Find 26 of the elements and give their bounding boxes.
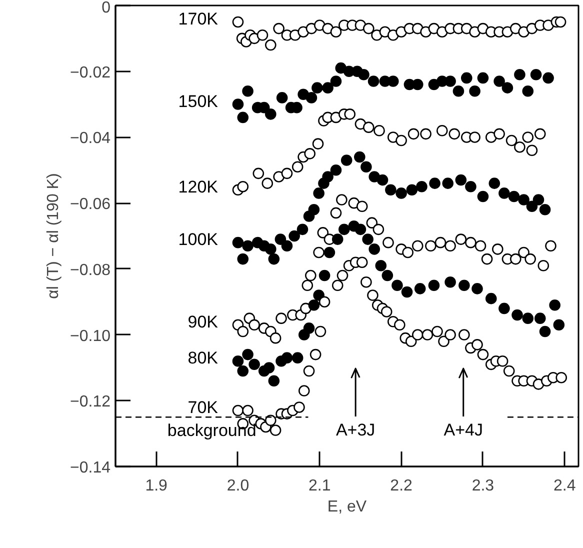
series-label: background — [167, 421, 256, 440]
x-tick-label: 2.3 — [472, 478, 494, 494]
series-label: 90K — [188, 312, 219, 332]
x-tick-label: 2.2 — [390, 478, 413, 494]
ref-line-label: A+3J — [336, 420, 376, 440]
y-tick-label: −0.12 — [70, 394, 111, 411]
y-tick-label: −0.10 — [70, 328, 111, 345]
x-axis-title: E, eV — [327, 498, 367, 516]
y-tick-label: −0.04 — [70, 130, 111, 148]
y-tick-label: −0.06 — [70, 196, 111, 214]
y-tick-label: −0.14 — [70, 460, 111, 476]
series-label: 80K — [188, 348, 219, 368]
x-tick-label: 2.1 — [308, 478, 331, 494]
y-tick-label: −0.08 — [70, 262, 111, 279]
series-label: 70K — [188, 398, 219, 418]
x-tick-label: 2.4 — [553, 478, 576, 494]
x-tick-label: 2.0 — [226, 478, 250, 494]
series-label: 120K — [178, 177, 219, 196]
ref-line-label: A+4J — [444, 420, 483, 440]
y-tick-label: 0 — [102, 0, 111, 16]
series-label: 170K — [178, 9, 219, 28]
series-label: 150K — [178, 92, 219, 111]
series-label: 100K — [178, 230, 219, 250]
y-tick-label: −0.02 — [70, 64, 111, 82]
y-axis-title: αl (T) − αl (190 K) — [45, 173, 62, 299]
x-tick-label: 1.9 — [145, 478, 168, 494]
